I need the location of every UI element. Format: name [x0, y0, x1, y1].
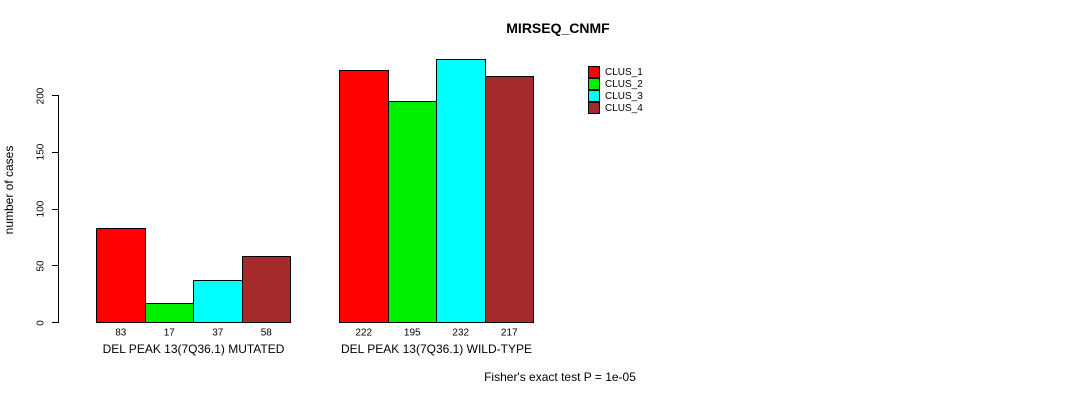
- legend-label-clus_2: CLUS_2: [605, 78, 643, 90]
- bar-value-label: 58: [260, 327, 272, 339]
- legend-swatch-clus_4: [588, 102, 600, 114]
- bar-value-label: 37: [212, 327, 224, 339]
- chart-title: MIRSEQ_CNMF: [506, 20, 610, 36]
- y-axis-tick: [52, 95, 58, 96]
- bar-value-label: 17: [163, 327, 175, 339]
- y-axis-line: [58, 95, 59, 323]
- bar-clus_2-group2: [387, 100, 437, 323]
- legend-swatch-clus_1: [588, 66, 600, 78]
- bar-value-label: 222: [355, 327, 373, 339]
- bar-clus_4-group2: [484, 75, 534, 323]
- y-axis-tick-label: 100: [35, 200, 47, 218]
- group-label: DEL PEAK 13(7Q36.1) WILD-TYPE: [341, 342, 532, 356]
- bar-value-label: 83: [115, 327, 127, 339]
- bar-value-label: 232: [452, 327, 470, 339]
- y-axis-tick-label: 150: [35, 143, 47, 161]
- y-axis-label: number of cases: [2, 145, 16, 235]
- bar-clus_2-group1: [144, 302, 194, 323]
- y-axis-tick: [52, 151, 58, 153]
- legend-swatch-clus_3: [588, 90, 600, 102]
- y-axis-tick: [52, 208, 58, 210]
- bar-clus_1-group1: [96, 227, 146, 323]
- bar-clus_3-group2: [436, 58, 486, 323]
- bar-clus_3-group1: [193, 280, 243, 323]
- bar-clus_1-group2: [339, 70, 389, 323]
- legend-label-clus_1: CLUS_1: [605, 66, 643, 78]
- bar-clus_4-group1: [241, 256, 291, 323]
- y-axis-tick-label: 50: [35, 260, 47, 272]
- y-axis-tick-label: 0: [35, 319, 47, 326]
- legend-label-clus_3: CLUS_3: [605, 90, 643, 102]
- legend-swatch-clus_2: [588, 78, 600, 90]
- bar-value-label: 217: [500, 327, 518, 339]
- y-axis-tick: [52, 322, 58, 323]
- y-axis-tick: [52, 265, 58, 267]
- y-axis-tick-label: 200: [35, 87, 47, 104]
- legend-label-clus_4: CLUS_4: [605, 102, 643, 114]
- bar-value-label: 195: [403, 327, 421, 339]
- group-label: DEL PEAK 13(7Q36.1) MUTATED: [102, 342, 285, 356]
- footnote-fishers-test: Fisher's exact test P = 1e-05: [484, 370, 636, 384]
